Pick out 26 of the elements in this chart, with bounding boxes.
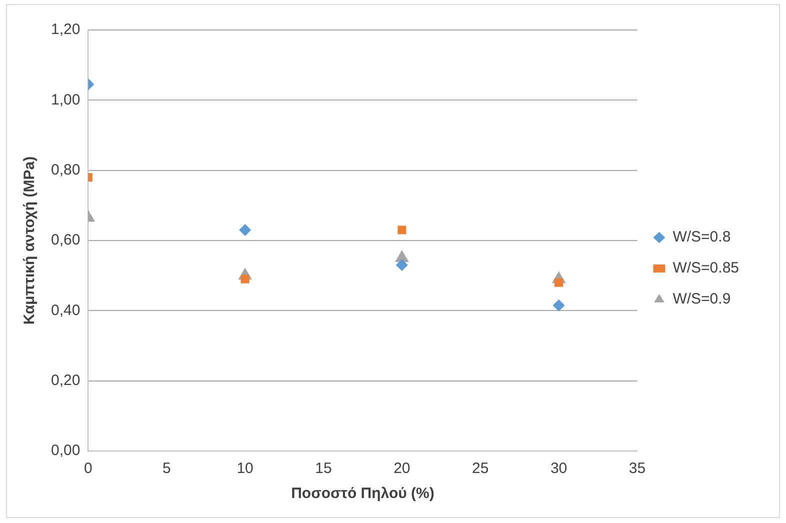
- y-tick-label: 0,20: [50, 372, 80, 389]
- x-tick-label: 20: [394, 460, 410, 478]
- x-tick-label: 25: [472, 460, 489, 478]
- point: [239, 224, 252, 236]
- y-tick-label: 0,40: [50, 302, 80, 319]
- point: [240, 274, 250, 284]
- x-tick-label: 5: [162, 460, 171, 478]
- legend-label: W/S=0.9: [672, 290, 731, 308]
- y-tick-label: 0,00: [50, 442, 80, 460]
- point: [552, 299, 565, 312]
- y-tick-label: 1,20: [50, 21, 80, 38]
- point: [398, 226, 406, 234]
- legend-label: W/S=0.8: [672, 228, 731, 246]
- x-tick-label: 10: [236, 460, 254, 478]
- x-axis-title: Ποσοστό Πηλού (%): [291, 485, 434, 502]
- point: [554, 278, 564, 287]
- x-tick-label: 0: [84, 460, 92, 478]
- x-tick-label: 35: [628, 460, 646, 478]
- x-tick-label: 15: [315, 460, 332, 478]
- point: [396, 259, 408, 272]
- y-axis-title: Καμπτική αντοχή (MPa): [21, 156, 38, 325]
- y-tick-label: 0,80: [50, 161, 80, 178]
- legend-label: W/S=0.85: [672, 260, 740, 277]
- x-tick-label: 30: [550, 460, 568, 478]
- y-tick-label: 0,60: [50, 232, 80, 249]
- y-tick-label: 1,00: [50, 91, 80, 108]
